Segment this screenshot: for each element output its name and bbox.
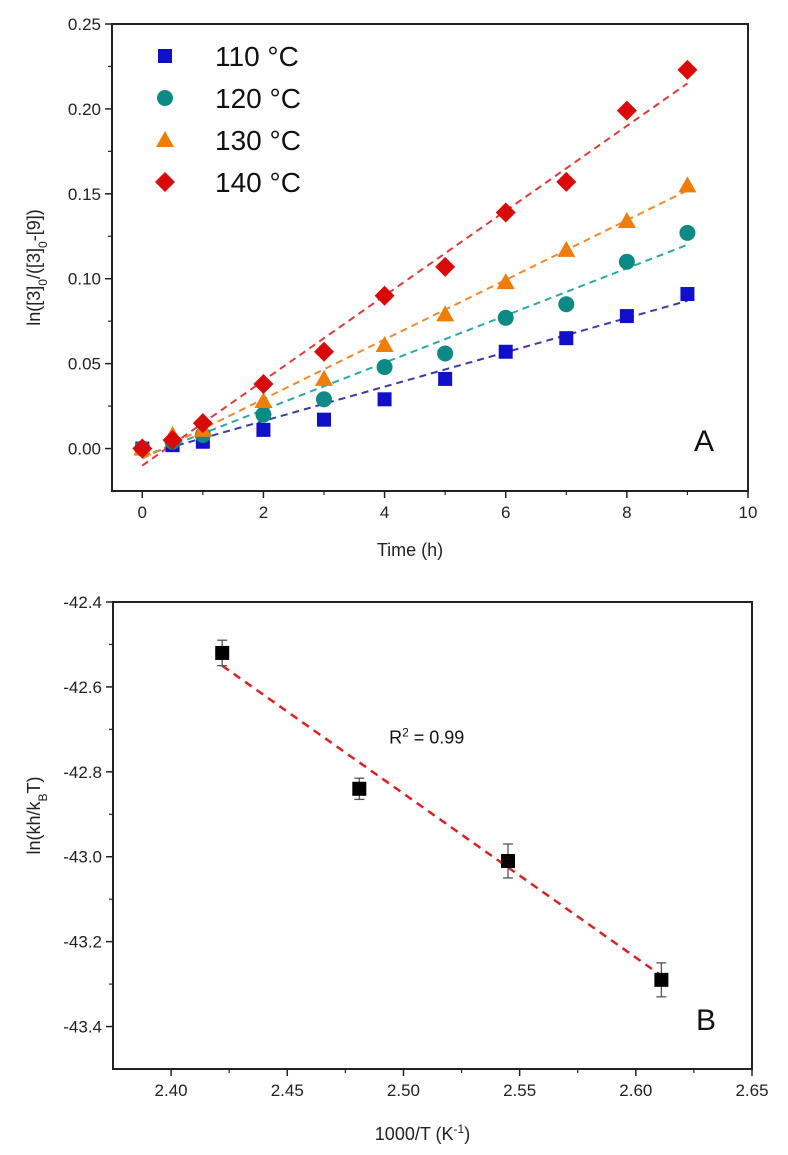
data-point xyxy=(315,369,333,386)
plot-frame xyxy=(112,601,753,1070)
data-point xyxy=(376,359,393,376)
legend-marker xyxy=(157,90,173,106)
x-tick-label: 4 xyxy=(380,503,389,522)
x-tick-label: 6 xyxy=(501,503,510,522)
data-point xyxy=(374,285,395,306)
x-axis-title: Time (h) xyxy=(377,540,443,560)
panel-label: B xyxy=(696,1004,716,1037)
data-point xyxy=(619,309,634,324)
x-tick-label: 10 xyxy=(739,503,758,522)
data-point xyxy=(497,309,514,326)
data-point xyxy=(437,345,454,362)
data-point xyxy=(496,273,515,290)
x-tick-label: 8 xyxy=(622,503,631,522)
x-tick-label: 2.65 xyxy=(735,1081,768,1100)
x-tick-label: 0 xyxy=(138,503,147,522)
y-tick-label: -43.0 xyxy=(63,848,102,867)
fit-line xyxy=(141,243,688,458)
legend-label: 140 °C xyxy=(215,167,301,198)
data-point xyxy=(557,240,576,257)
legend-marker xyxy=(158,49,172,63)
data-point xyxy=(253,374,274,395)
fit-line xyxy=(142,299,688,457)
y-tick-label: -42.6 xyxy=(63,678,102,697)
legend-label: 110 °C xyxy=(215,41,299,72)
data-point xyxy=(314,341,334,362)
x-tick-label: 2.40 xyxy=(155,1081,188,1100)
x-tick-label: 2.60 xyxy=(619,1081,652,1100)
legend-marker xyxy=(156,131,174,147)
data-point xyxy=(162,430,183,451)
r-squared-annotation: R2 = 0.99 xyxy=(389,725,464,747)
x-tick-label: 2 xyxy=(259,503,268,522)
data-point xyxy=(679,224,696,241)
data-point xyxy=(617,211,636,228)
data-point xyxy=(616,100,637,121)
data-point xyxy=(678,176,697,193)
data-point xyxy=(618,253,635,270)
data-point xyxy=(438,371,453,386)
y-tick-label: 0.15 xyxy=(68,185,101,204)
y-tick-label: 0.00 xyxy=(68,440,101,459)
data-point xyxy=(254,391,273,408)
data-point xyxy=(377,392,392,407)
legend: 110 °C 120 °C 130 °C 140 °C xyxy=(155,41,301,198)
data-point xyxy=(255,406,272,423)
data-point xyxy=(435,256,456,277)
legend-label: 120 °C xyxy=(215,83,301,114)
data-point xyxy=(256,422,271,437)
data-point xyxy=(316,391,332,408)
panel-b: 2.40 2.45 2.50 2.55 2.60 2.65 -42.4 -42.6 -42.8 -… xyxy=(24,593,769,1144)
x-tick-label: 2.45 xyxy=(271,1081,304,1100)
legend-marker xyxy=(155,172,175,192)
y-tick-label: 0.10 xyxy=(68,270,101,289)
data-point xyxy=(556,171,577,192)
data-point xyxy=(192,413,213,434)
data-point xyxy=(559,331,574,346)
data-point xyxy=(215,645,230,660)
panel-a: 0 2 4 6 8 10 0.00 0.05 0.10 0.15 0.20 0.25 110 °C 120… xyxy=(24,15,757,560)
y-tick-label: 0.05 xyxy=(68,355,101,374)
data-point xyxy=(654,972,669,987)
y-axis-title: ln(kh/kBT) xyxy=(24,776,50,854)
fit-line xyxy=(141,82,689,467)
fit-line xyxy=(221,664,663,977)
y-tick-label: -42.8 xyxy=(63,763,102,782)
data-point xyxy=(501,853,516,868)
legend-label: 130 °C xyxy=(215,125,301,156)
x-tick-label: 2.50 xyxy=(387,1081,420,1100)
data-point xyxy=(677,59,698,80)
panel-label: A xyxy=(694,425,714,458)
y-tick-label: 0.25 xyxy=(68,15,101,34)
fit-line xyxy=(141,189,688,460)
data-point xyxy=(317,412,331,427)
x-axis-title: 1000/T (K-1) xyxy=(375,1122,470,1144)
y-tick-label: 0.20 xyxy=(68,100,101,119)
y-axis-title: ln([3]0/([3]0-[9]) xyxy=(24,209,50,325)
data-point xyxy=(680,287,695,302)
data-point xyxy=(132,438,153,459)
data-point xyxy=(352,781,367,796)
y-tick-label: -42.4 xyxy=(63,593,102,612)
data-point xyxy=(375,335,394,352)
data-point xyxy=(558,296,575,313)
data-point xyxy=(436,305,455,322)
y-tick-label: -43.2 xyxy=(63,933,102,952)
plot-frame xyxy=(111,23,749,492)
data-point xyxy=(495,202,516,223)
data-point xyxy=(498,344,513,359)
x-tick-label: 2.55 xyxy=(503,1081,536,1100)
y-tick-label: -43.4 xyxy=(63,1018,102,1037)
